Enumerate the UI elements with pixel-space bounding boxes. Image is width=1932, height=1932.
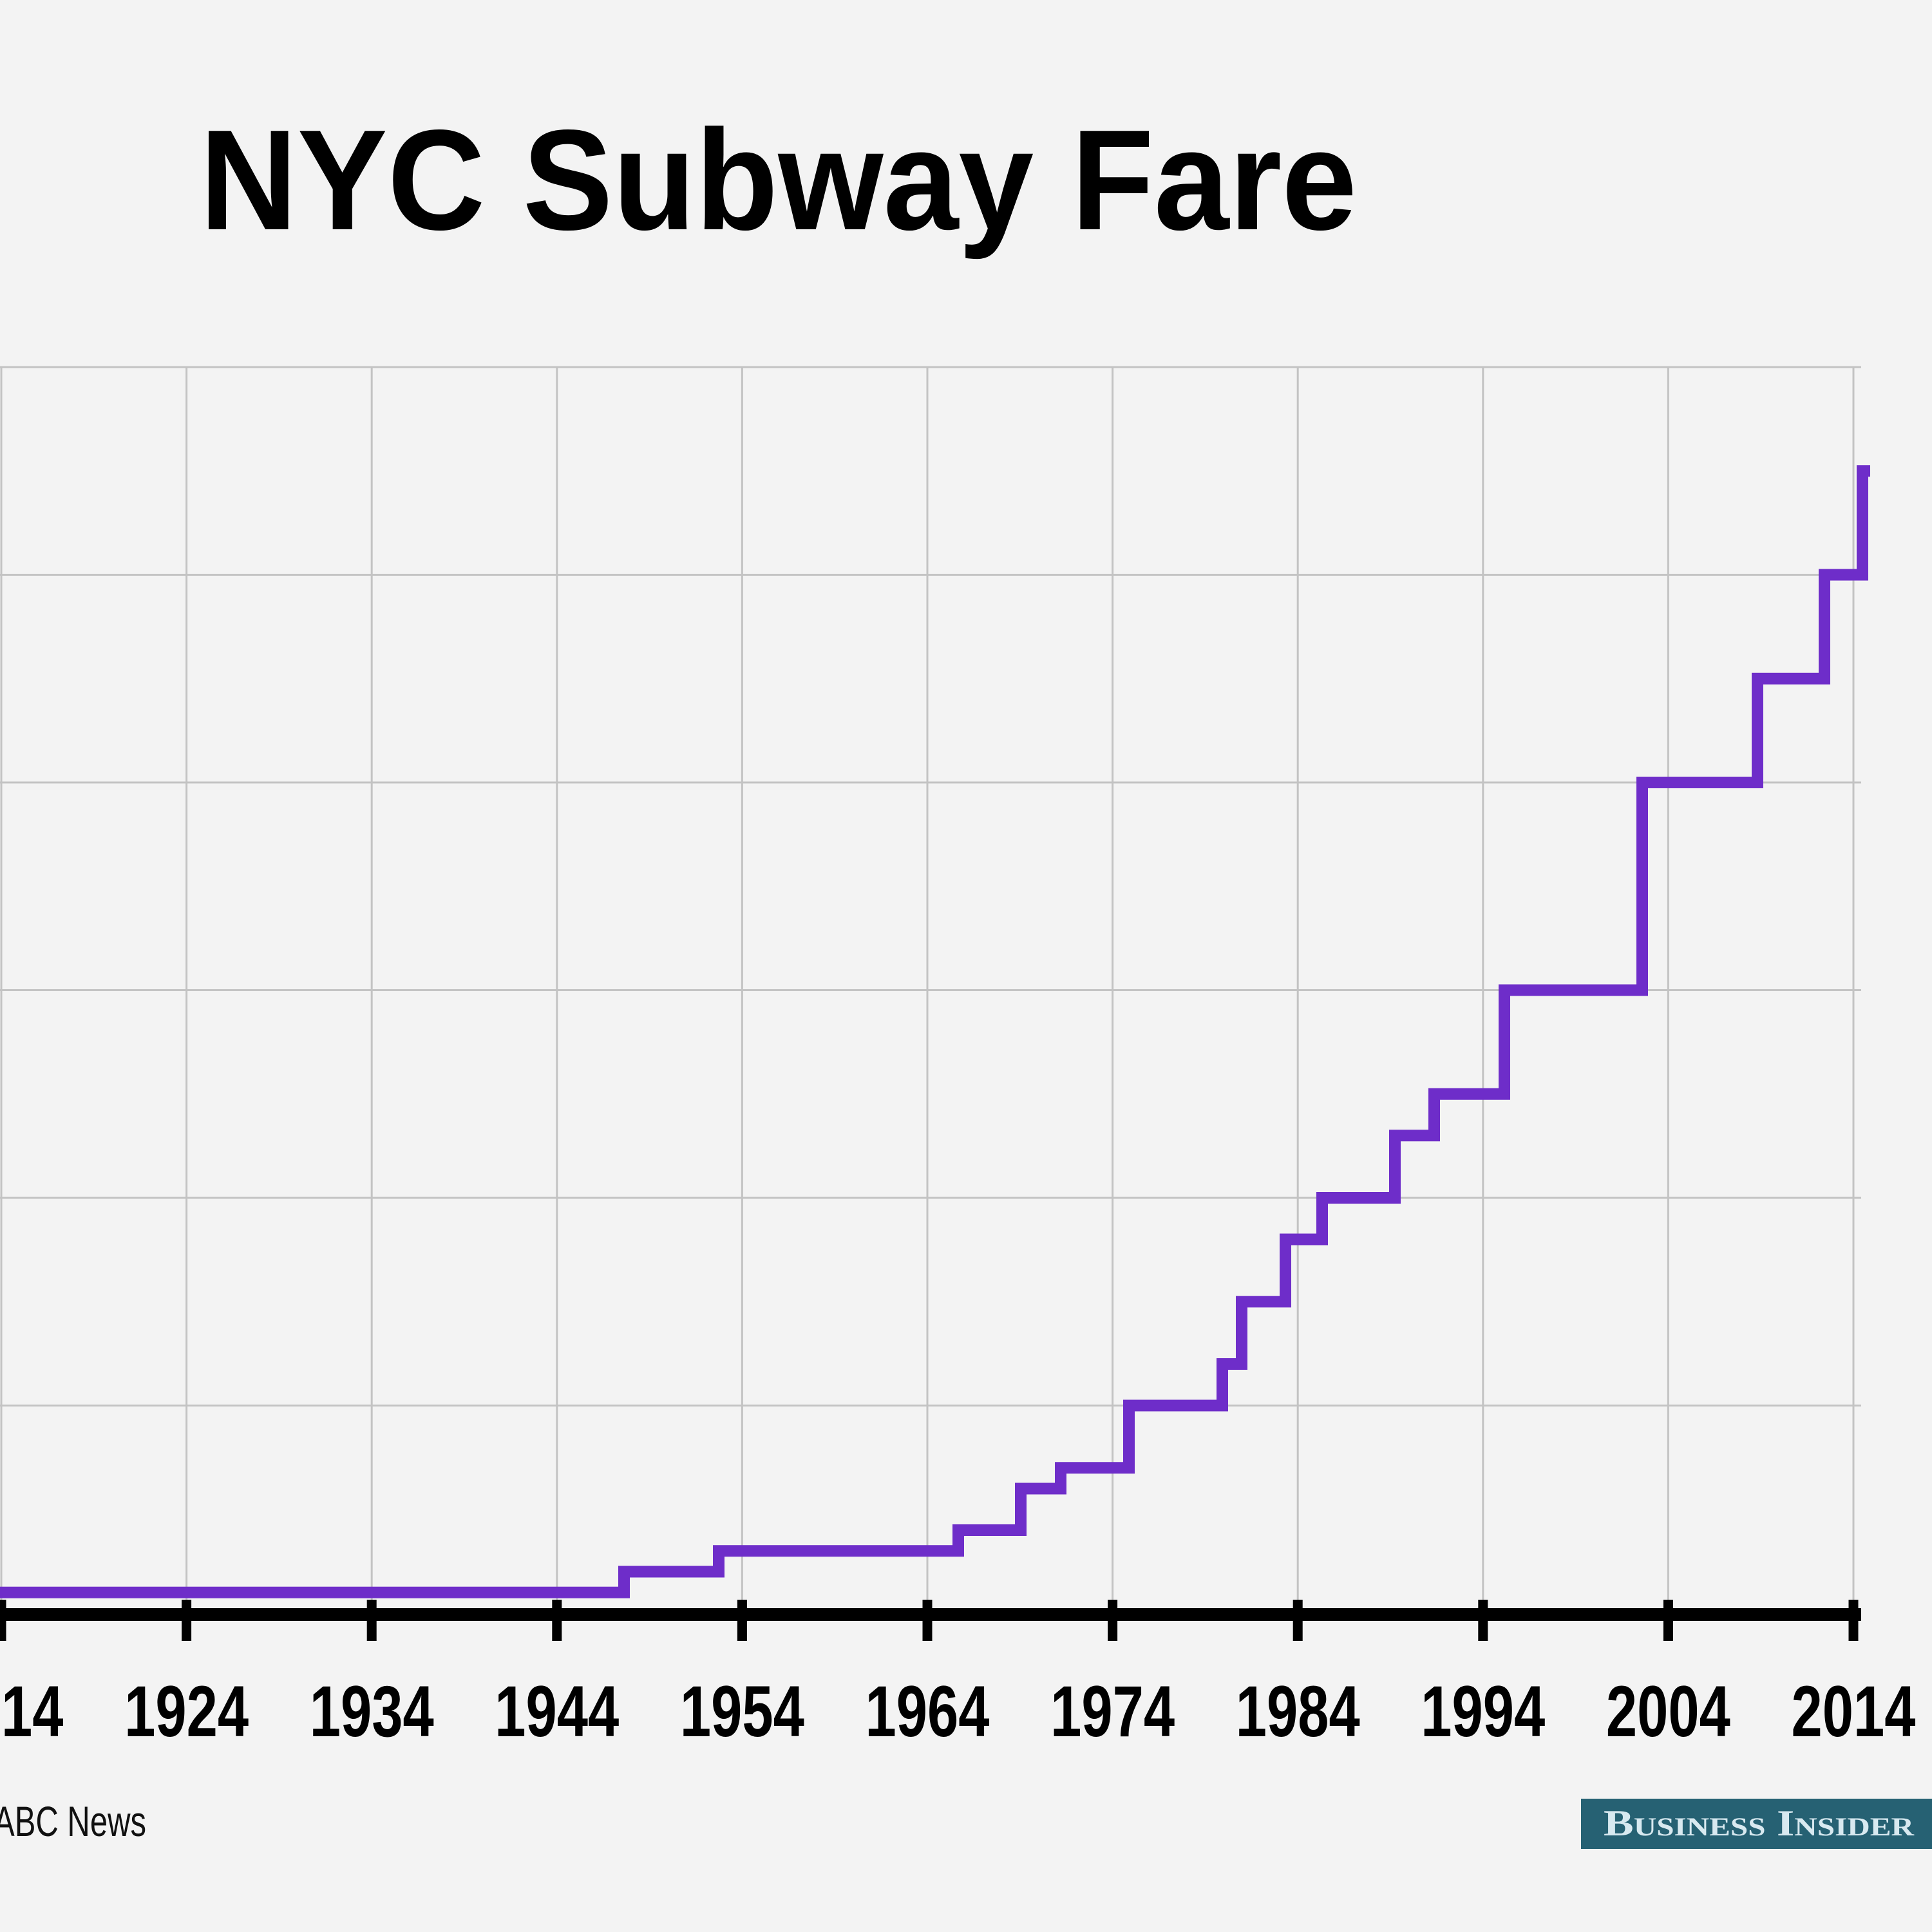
- svg-text:1924: 1924: [124, 1671, 249, 1752]
- svg-text:Business Insider: Business Insider: [1604, 1803, 1915, 1844]
- svg-text:1944: 1944: [495, 1671, 619, 1752]
- svg-text:1964: 1964: [866, 1671, 990, 1752]
- svg-text:1994: 1994: [1421, 1671, 1545, 1752]
- svg-text:1934: 1934: [310, 1671, 434, 1752]
- svg-text:1974: 1974: [1050, 1671, 1175, 1752]
- svg-text:1954: 1954: [680, 1671, 804, 1752]
- svg-text:2014: 2014: [1792, 1671, 1916, 1752]
- svg-text:1914: 1914: [0, 1671, 64, 1752]
- svg-text:ABC News: ABC News: [0, 1797, 146, 1845]
- svg-text:1984: 1984: [1236, 1671, 1360, 1752]
- svg-text:NYC Subway Fare: NYC Subway Fare: [200, 100, 1357, 260]
- svg-text:2004: 2004: [1606, 1671, 1730, 1752]
